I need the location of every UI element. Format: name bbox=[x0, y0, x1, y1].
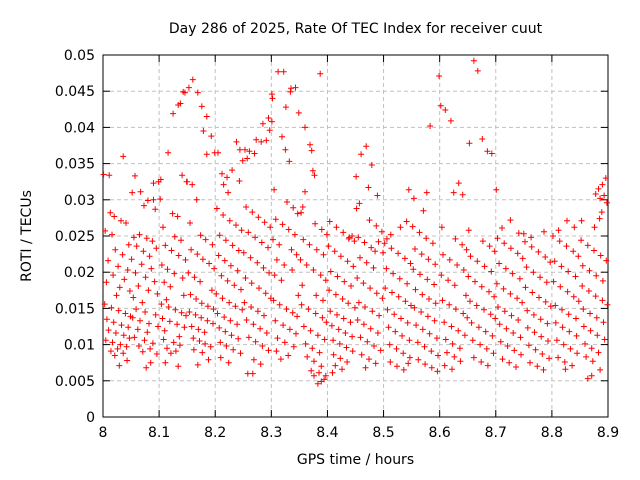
svg-text:8.5: 8.5 bbox=[372, 425, 394, 441]
svg-text:8.6: 8.6 bbox=[429, 425, 451, 441]
svg-text:0.035: 0.035 bbox=[55, 157, 95, 173]
svg-text:0.045: 0.045 bbox=[55, 84, 95, 100]
svg-text:0: 0 bbox=[86, 410, 95, 426]
svg-text:8.8: 8.8 bbox=[541, 425, 563, 441]
svg-text:0.02: 0.02 bbox=[64, 265, 95, 281]
svg-text:0.01: 0.01 bbox=[64, 338, 95, 354]
svg-text:8.9: 8.9 bbox=[597, 425, 619, 441]
svg-text:0.03: 0.03 bbox=[64, 193, 95, 209]
svg-text:0.005: 0.005 bbox=[55, 374, 95, 390]
svg-text:0.04: 0.04 bbox=[64, 120, 95, 136]
svg-text:8: 8 bbox=[99, 425, 108, 441]
svg-text:0.015: 0.015 bbox=[55, 301, 95, 317]
svg-text:8.4: 8.4 bbox=[316, 425, 338, 441]
x-axis-label: GPS time / hours bbox=[296, 452, 415, 468]
svg-text:8.7: 8.7 bbox=[485, 425, 507, 441]
svg-text:0.05: 0.05 bbox=[64, 48, 95, 64]
svg-text:0.025: 0.025 bbox=[55, 229, 95, 245]
svg-text:8.2: 8.2 bbox=[204, 425, 226, 441]
chart-title: Day 286 of 2025, Rate Of TEC Index for r… bbox=[168, 21, 543, 37]
svg-text:8.3: 8.3 bbox=[260, 425, 282, 441]
svg-text:8.1: 8.1 bbox=[148, 425, 170, 441]
